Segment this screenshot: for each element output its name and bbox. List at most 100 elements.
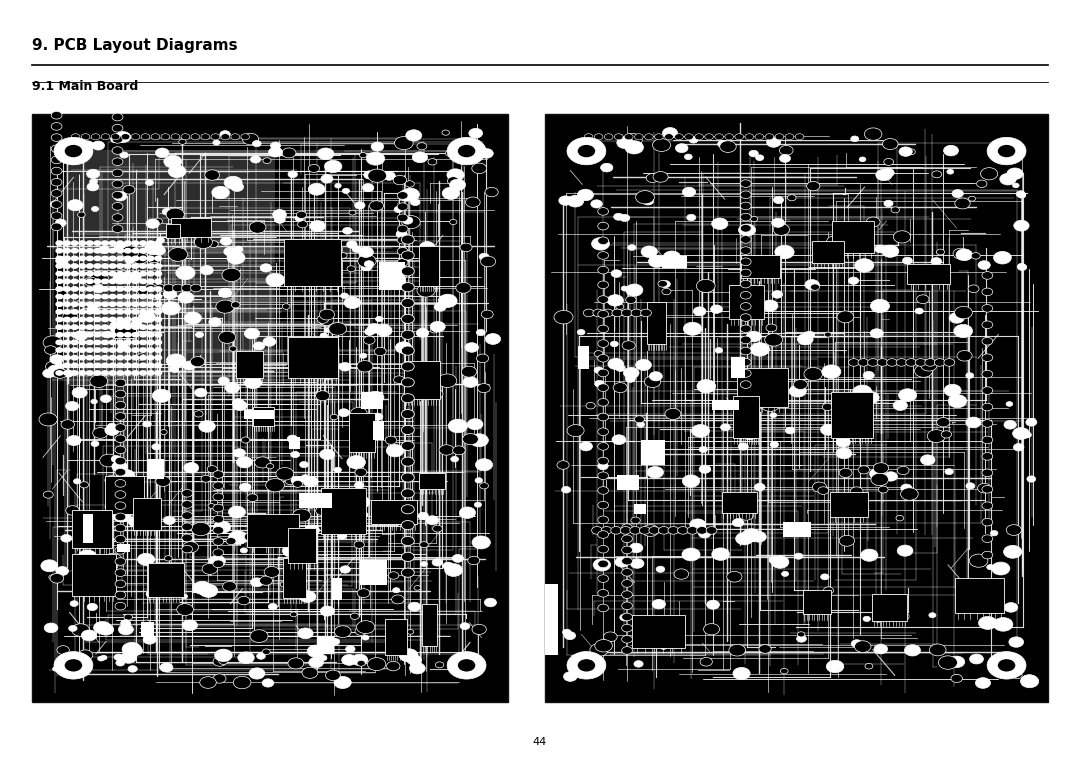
Circle shape (226, 538, 237, 545)
Circle shape (414, 585, 420, 591)
Circle shape (622, 580, 633, 588)
Circle shape (643, 197, 653, 205)
Circle shape (681, 548, 700, 561)
Circle shape (215, 649, 232, 662)
Circle shape (233, 401, 247, 410)
Circle shape (634, 661, 644, 667)
Circle shape (822, 365, 841, 378)
Circle shape (597, 590, 608, 597)
Circle shape (383, 172, 395, 180)
Circle shape (275, 468, 294, 480)
Circle shape (147, 332, 154, 338)
Circle shape (458, 145, 475, 157)
Circle shape (50, 574, 64, 583)
Circle shape (564, 671, 577, 681)
Circle shape (812, 482, 826, 492)
Circle shape (113, 273, 129, 284)
Circle shape (420, 242, 435, 253)
Circle shape (805, 279, 820, 290)
Circle shape (612, 309, 623, 317)
Circle shape (55, 271, 64, 276)
Circle shape (117, 347, 124, 353)
Circle shape (268, 604, 278, 610)
Circle shape (930, 644, 946, 655)
Bar (579, 346, 590, 369)
Circle shape (697, 379, 716, 393)
Circle shape (112, 136, 123, 143)
Circle shape (85, 355, 94, 361)
Circle shape (867, 359, 878, 366)
Bar (955, 578, 1004, 613)
Bar (361, 392, 383, 409)
Circle shape (303, 476, 319, 487)
Circle shape (949, 313, 964, 324)
Circle shape (622, 535, 633, 542)
Circle shape (741, 246, 752, 254)
Circle shape (85, 317, 94, 323)
Circle shape (468, 419, 483, 430)
Circle shape (100, 362, 109, 369)
Circle shape (144, 635, 157, 644)
Circle shape (824, 332, 832, 337)
Circle shape (139, 332, 147, 338)
Circle shape (143, 421, 151, 427)
Circle shape (741, 214, 752, 221)
Circle shape (73, 478, 81, 484)
Circle shape (152, 389, 171, 402)
Circle shape (1007, 401, 1013, 407)
Circle shape (100, 324, 109, 330)
Circle shape (697, 526, 707, 534)
Circle shape (562, 487, 570, 493)
Circle shape (341, 655, 356, 665)
Circle shape (63, 317, 71, 323)
Circle shape (920, 455, 935, 465)
Circle shape (876, 169, 892, 181)
Circle shape (781, 380, 788, 385)
Bar (733, 396, 759, 439)
Circle shape (982, 420, 993, 427)
Circle shape (685, 134, 693, 140)
Circle shape (853, 235, 867, 245)
Circle shape (112, 146, 123, 154)
Circle shape (55, 248, 64, 253)
Circle shape (181, 134, 190, 140)
Circle shape (70, 240, 79, 246)
Circle shape (982, 551, 993, 559)
Circle shape (147, 294, 154, 300)
Circle shape (80, 481, 89, 488)
Circle shape (200, 677, 216, 688)
Circle shape (99, 246, 110, 253)
Bar (802, 591, 831, 614)
Circle shape (901, 484, 912, 492)
Circle shape (43, 336, 63, 349)
Circle shape (117, 309, 124, 315)
Circle shape (70, 301, 79, 307)
Circle shape (141, 134, 150, 140)
Circle shape (584, 134, 593, 140)
Circle shape (93, 278, 102, 284)
Circle shape (70, 294, 79, 300)
Circle shape (231, 134, 240, 140)
Circle shape (897, 545, 913, 556)
Circle shape (51, 123, 62, 130)
Circle shape (932, 171, 942, 178)
Circle shape (334, 467, 341, 472)
Circle shape (402, 314, 415, 324)
Circle shape (442, 187, 459, 199)
Circle shape (112, 214, 123, 221)
Circle shape (955, 198, 970, 209)
Circle shape (896, 612, 909, 621)
Circle shape (805, 331, 814, 339)
Circle shape (920, 359, 937, 371)
Circle shape (397, 225, 408, 233)
Circle shape (787, 195, 796, 201)
Circle shape (627, 245, 636, 250)
Circle shape (741, 202, 752, 210)
Circle shape (438, 295, 457, 307)
Circle shape (397, 237, 408, 244)
Circle shape (469, 128, 483, 138)
Circle shape (746, 331, 761, 342)
Circle shape (420, 562, 428, 566)
Bar (360, 559, 387, 584)
Circle shape (782, 571, 788, 576)
